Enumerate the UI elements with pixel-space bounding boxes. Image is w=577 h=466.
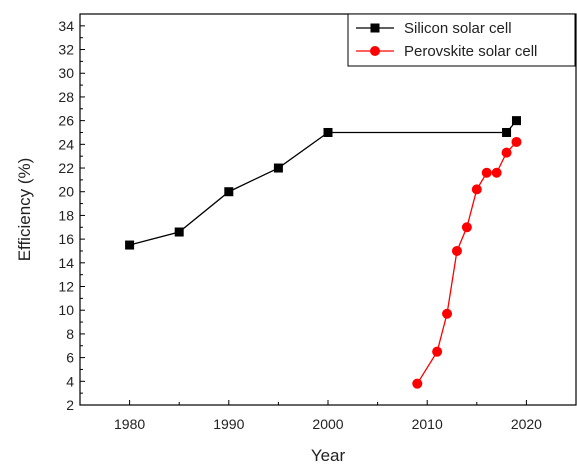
y-axis-title: Efficiency (%) [15,158,34,262]
y-tick-label: 6 [66,350,74,366]
data-point [481,167,492,178]
x-axis-ticks: 1980 1990 2000 2010 2020 [114,400,542,432]
x-tick-label: 2000 [312,416,343,432]
series-line [129,120,517,246]
x-tick-label: 1980 [114,416,145,432]
legend: Silicon solar cell Perovskite solar cell [347,13,576,67]
x-tick-label: 2010 [412,416,443,432]
y-tick-label: 4 [66,373,74,389]
legend-box [347,13,576,67]
y-tick-label: 16 [58,231,74,247]
data-point [502,127,512,137]
legend-marker [370,23,380,33]
y-tick-label: 24 [58,136,74,152]
data-point [273,163,283,173]
data-point [174,227,184,237]
y-tick-label: 22 [58,160,74,176]
legend-marker [370,46,380,56]
x-tick-label: 1990 [213,416,244,432]
data-point [224,187,234,197]
y-tick-label: 20 [58,184,74,200]
data-point [451,245,462,256]
y-tick-label: 26 [58,113,74,129]
data-point [323,127,333,137]
y-tick-label: 14 [58,255,74,271]
data-point [461,222,472,233]
data-point [432,346,443,357]
x-tick-label: 2020 [511,416,542,432]
data-point [125,240,135,250]
y-tick-label: 34 [58,18,74,34]
data-point [442,308,453,319]
series-2 [412,136,522,389]
y-tick-label: 32 [58,42,74,58]
data-point [491,167,502,178]
y-tick-label: 18 [58,207,74,223]
plot-frame [79,13,577,406]
y-tick-label: 30 [58,65,74,81]
y-tick-label: 10 [58,302,74,318]
legend-label: Perovskite solar cell [404,43,537,60]
y-tick-label: 2 [66,397,74,413]
data-point [471,184,482,195]
legend-label: Silicon solar cell [404,20,512,37]
y-tick-label: 12 [58,279,74,295]
series-1 [125,116,521,250]
data-point [511,116,521,126]
x-axis-title: Year [311,446,346,465]
y-tick-label: 8 [66,326,74,342]
data-point [511,136,522,147]
y-tick-label: 28 [58,89,74,105]
data-point [501,147,512,158]
plot-border [79,13,577,406]
series-layer [125,116,522,389]
series-line [416,141,517,385]
data-point [412,378,423,389]
